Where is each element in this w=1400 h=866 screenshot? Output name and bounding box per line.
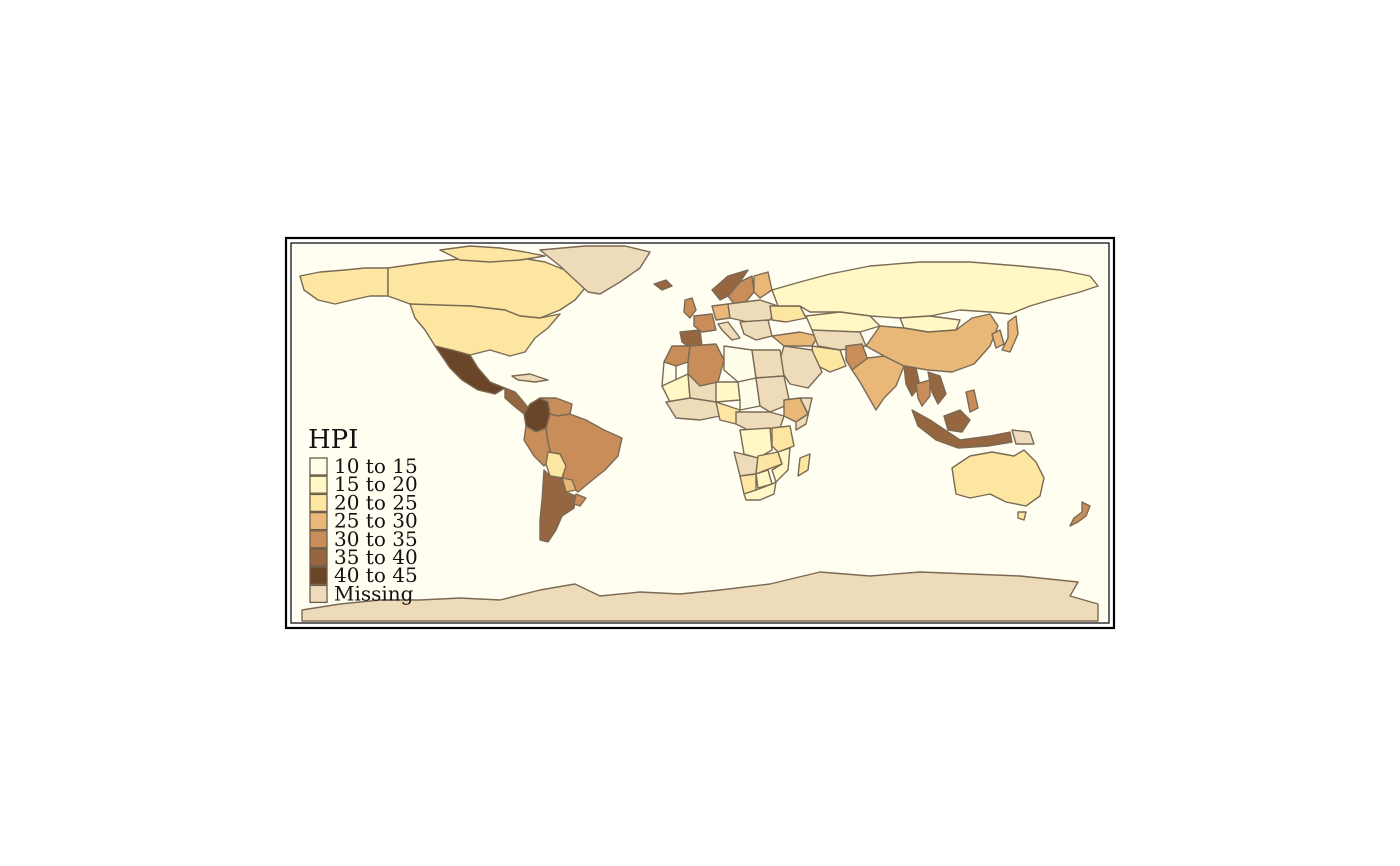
country-zambia — [755, 451, 783, 475]
country-chad — [737, 377, 761, 411]
legend-swatch — [309, 566, 328, 585]
country-usa — [409, 303, 561, 357]
legend-swatch — [309, 493, 328, 513]
country-papua-new-guinea — [1011, 429, 1035, 445]
country-cuba — [511, 373, 549, 383]
country-india — [851, 355, 905, 411]
country-somalia — [795, 397, 813, 431]
legend-swatch — [309, 457, 328, 476]
country-vietnam — [927, 371, 947, 405]
legend-label: 15 to 20 — [334, 472, 418, 496]
country-indonesia — [911, 409, 1013, 449]
country-france — [693, 313, 717, 333]
country-thailand — [915, 379, 931, 407]
country-italy — [717, 321, 741, 341]
country-morocco — [663, 345, 691, 367]
country-niger — [715, 381, 741, 403]
country-central-europe — [727, 299, 779, 323]
legend-swatch — [309, 548, 328, 567]
country-egypt — [751, 349, 785, 379]
country-layer — [299, 245, 1099, 622]
country-madagascar — [797, 453, 811, 477]
country-sudan — [755, 375, 791, 413]
country-borneo — [943, 409, 971, 433]
country-antarctica — [301, 571, 1099, 622]
country-greenland — [539, 245, 651, 295]
map-frame-inner — [290, 242, 1110, 624]
country-balkans — [739, 319, 773, 341]
legend-label: 40 to 45 — [334, 563, 418, 587]
legend-label: Missing — [334, 581, 414, 605]
country-brazil — [545, 413, 623, 493]
country-korea — [991, 329, 1005, 349]
country-germany — [711, 303, 731, 321]
country-argentina — [539, 469, 577, 543]
country-arctic-islands — [439, 245, 546, 263]
country-australia — [951, 449, 1045, 507]
legend-label: 35 to 40 — [334, 545, 418, 569]
legend-label: 20 to 25 — [334, 490, 418, 514]
legend-swatch — [309, 511, 328, 531]
country-uruguay — [573, 493, 587, 507]
legend-label: 10 to 15 — [334, 454, 418, 478]
country-south-africa — [743, 481, 777, 501]
legend-swatch — [309, 530, 328, 549]
country-alaska — [299, 267, 389, 305]
legend-label: 30 to 35 — [334, 527, 418, 551]
country-japan — [1001, 315, 1019, 353]
country-turkey — [771, 331, 819, 347]
country-iceland — [653, 279, 673, 291]
country-uk — [683, 297, 697, 319]
legend-swatch — [309, 475, 328, 494]
country-finland — [753, 271, 773, 299]
legend-title: HPI — [308, 425, 358, 455]
country-tasmania — [1017, 511, 1027, 521]
legend-label: 25 to 30 — [334, 509, 418, 533]
country-ukraine — [769, 305, 807, 323]
country-new-zealand — [1069, 501, 1091, 527]
legend-swatch — [309, 584, 328, 604]
country-philippines — [965, 389, 979, 413]
